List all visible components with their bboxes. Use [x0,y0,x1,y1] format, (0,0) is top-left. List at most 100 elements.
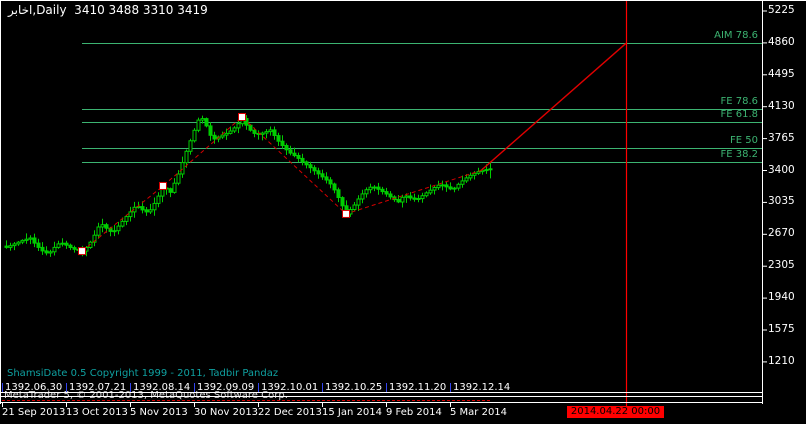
time-axis-date-label: 15 Jan 2014 [322,407,382,418]
candle-body [408,195,413,199]
candle-body [476,171,481,174]
candle-body [284,145,289,151]
candle-body [380,188,385,193]
zigzag-pivot-marker[interactable] [238,113,246,122]
time-axis-date-label: 21 Sep 2013 [2,407,66,418]
candle-body [352,204,357,210]
vline-date-label: 2014.04.22 00:00 [567,406,664,418]
candle-body [484,169,489,172]
time-axis-date-label: 9 Feb 2014 [386,407,442,418]
candle-body [28,237,33,240]
candle-body [44,250,49,254]
candle-body [288,149,293,154]
candles-layer [4,115,493,257]
time-axis-date-label: 5 Mar 2014 [450,407,508,418]
shamsi-date-label: 1392.07.21 [69,382,127,393]
candle-body [212,134,217,140]
candle-body [460,180,465,185]
candle-body [488,168,493,171]
candle-body [116,225,121,232]
candle-body [372,186,377,189]
candle-body [104,224,109,229]
candle-body [400,196,405,203]
candle-body [296,155,301,159]
price-axis-label: 2670 [768,227,795,239]
candle-body [92,234,97,243]
candle-body [324,176,329,181]
candle-body [204,118,209,127]
candle-body [336,189,341,199]
candle-body [96,226,101,236]
candle-body [144,209,149,213]
candle-body [24,238,29,241]
candle-body [140,206,145,211]
candle-body [440,184,445,187]
candle-body [464,177,469,182]
candle-body [196,119,201,131]
candle-body [48,251,53,254]
candle-body [64,242,69,246]
candle-body [16,241,21,245]
candle-body [280,140,285,146]
candle-body [192,129,197,142]
candle-body [252,129,257,134]
zigzag-pivot-marker[interactable] [159,181,167,190]
candle-body [368,186,373,191]
candle-body [72,247,77,250]
candle-body [8,245,13,248]
candle-body [436,184,441,189]
candle-body [360,193,365,200]
shamsi-date-label: 1392.10.25 [325,382,383,393]
zigzag-pivot-marker[interactable] [78,247,86,256]
candle-body [356,198,361,206]
candle-body [448,186,453,190]
candle-body [260,132,265,135]
candle-body [176,173,181,184]
candle-body [272,129,277,136]
candle-body [264,131,269,134]
candle-body [180,162,185,175]
candle-body [300,157,305,163]
candle-body [60,242,65,245]
candle-body [416,198,421,200]
candle-body [308,164,313,169]
candle-body [220,134,225,138]
candle-body [128,211,133,218]
price-axis-label: 4495 [768,68,795,80]
candle-body [248,124,253,131]
candle-body [428,189,433,194]
fibo-level-label: FE 78.6 [720,96,758,107]
candle-body [456,183,461,189]
platform-watermark: MetaTrader 5, © 2001-2013, MetaQuotes So… [4,390,288,401]
candle-body [56,243,61,248]
fibo-level-label: AIM 78.6 [714,30,758,41]
candle-body [328,179,333,185]
candle-body [100,224,105,228]
candle-body [68,244,73,248]
candle-body [384,191,389,195]
candle-body [12,243,17,247]
candle-body [268,129,273,133]
forecast-trend-line[interactable] [480,42,627,172]
candle-body [472,172,477,176]
fibo-level-label: FE 38.2 [720,149,758,160]
zigzag-pivot-marker[interactable] [342,209,350,218]
chart-symbol-ohlc-title: اخابر,Daily 3410 3488 3310 3419 [8,3,208,17]
candle-body [148,209,153,213]
candle-body [168,188,173,193]
price-axis-label: 2305 [768,259,795,271]
candle-body [468,174,473,179]
candle-body [404,195,409,198]
candle-body [236,123,241,129]
candle-body [32,237,37,244]
price-axis-label: 1210 [768,355,795,367]
candle-body [228,130,233,134]
candle-body [312,167,317,172]
shamsi-date-label: 1392.08.14 [133,382,191,393]
candle-body [4,245,9,248]
candle-body [292,152,297,157]
shamsi-date-label: 1392.11.20 [389,382,447,393]
candle-body [40,246,45,252]
